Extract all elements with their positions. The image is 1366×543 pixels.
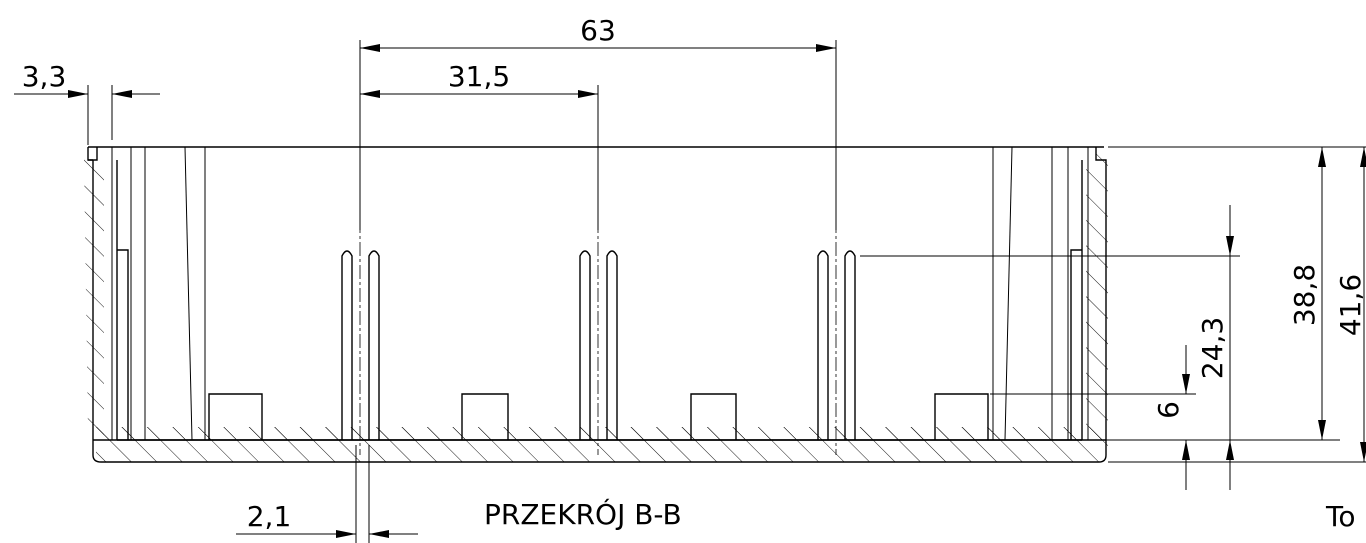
dim-41-6: 41,6 <box>1108 147 1366 463</box>
slot-pins <box>341 250 856 440</box>
dim-24-3-text: 24,3 <box>1196 317 1229 379</box>
left-ribs <box>111 146 206 441</box>
dim-63-text: 63 <box>580 14 616 47</box>
dim-31-5: 31,5 <box>360 60 599 230</box>
dim-6-text: 6 <box>1152 401 1185 419</box>
dim-3-3: 3,3 <box>14 60 160 145</box>
dim-24-3: 24,3 <box>860 205 1240 490</box>
dim-2-1: 2,1 <box>236 445 418 543</box>
section-label: PRZEKRÓJ B-B <box>484 497 682 531</box>
dim-63: 63 <box>359 14 837 230</box>
right-ribs <box>992 146 1089 441</box>
dim-31-5-text: 31,5 <box>448 60 510 93</box>
bottom-blocks <box>208 393 989 440</box>
dim-38-8-text: 38,8 <box>1288 264 1321 326</box>
section-hatching <box>84 147 1108 462</box>
dim-2-1-text: 2,1 <box>247 500 292 533</box>
dim-38-8: 38,8 <box>1086 146 1366 441</box>
part-outline <box>87 146 1107 463</box>
dim-41-6-text: 41,6 <box>1334 274 1366 336</box>
dim-3-3-text: 3,3 <box>22 60 67 93</box>
dim-6: 6 <box>990 345 1196 490</box>
partial-text: To <box>1325 500 1355 533</box>
